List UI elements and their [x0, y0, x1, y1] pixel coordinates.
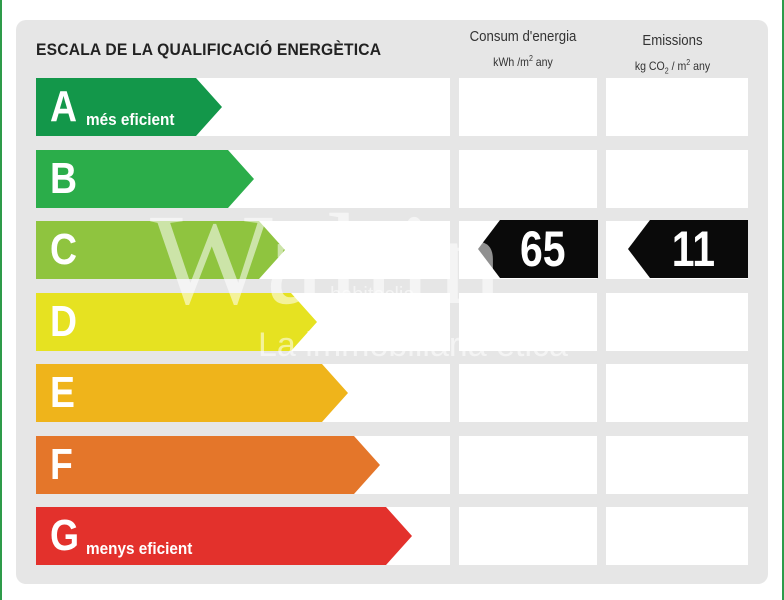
row-f-cell-c2: [606, 436, 748, 494]
row-d-cell-c2: [606, 293, 748, 351]
row-a-cell-c1: [459, 78, 597, 136]
row-b-cell-c2: [606, 150, 748, 208]
energy-value: 65: [520, 221, 566, 277]
class-arrow-e: E: [36, 364, 348, 422]
emissions-column-label: Emissions: [642, 32, 703, 49]
row-f-cell-c1: [459, 436, 597, 494]
class-arrow-b: B: [36, 150, 254, 208]
row-b-cell-c1: [459, 150, 597, 208]
class-note: menys eficient: [86, 539, 193, 558]
class-letter: A: [50, 82, 78, 131]
class-arrow-c: C: [36, 221, 285, 279]
class-note: més eficient: [86, 110, 175, 129]
class-letter: D: [50, 297, 78, 346]
row-e-cell-c2: [606, 364, 748, 422]
emissions-column-header: Emissions kg CO2 / m2 any: [613, 32, 732, 80]
row-g-cell-c1: [459, 507, 597, 565]
class-letter: E: [50, 368, 75, 417]
frame-border-left: [0, 0, 2, 600]
emissions-value: 11: [671, 221, 715, 277]
page-title: ESCALA DE LA QUALIFICACIÓ ENERGÈTICA: [36, 40, 382, 59]
row-a-cell-c2: [606, 78, 748, 136]
energy-column-header: Consum d'energia kWh /m2 any: [466, 28, 580, 71]
energy-column-unit: kWh /m2 any: [493, 54, 553, 69]
row-e-cell-c1: [459, 364, 597, 422]
energy-column-label: Consum d'energia: [469, 28, 577, 45]
energy-value-tag: 65: [478, 220, 598, 278]
row-d-cell-c1: [459, 293, 597, 351]
row-g-cell-c2: [606, 507, 748, 565]
emissions-value-tag: 11: [628, 220, 748, 278]
frame-border-right: [782, 0, 784, 600]
class-letter: C: [50, 225, 78, 274]
class-arrow-d: D: [36, 293, 317, 351]
class-letter: G: [50, 511, 80, 560]
emissions-column-unit: kg CO2 / m2 any: [634, 58, 711, 76]
class-letter: F: [50, 440, 73, 489]
class-arrow-f: F: [36, 436, 380, 494]
class-letter: B: [50, 154, 78, 203]
